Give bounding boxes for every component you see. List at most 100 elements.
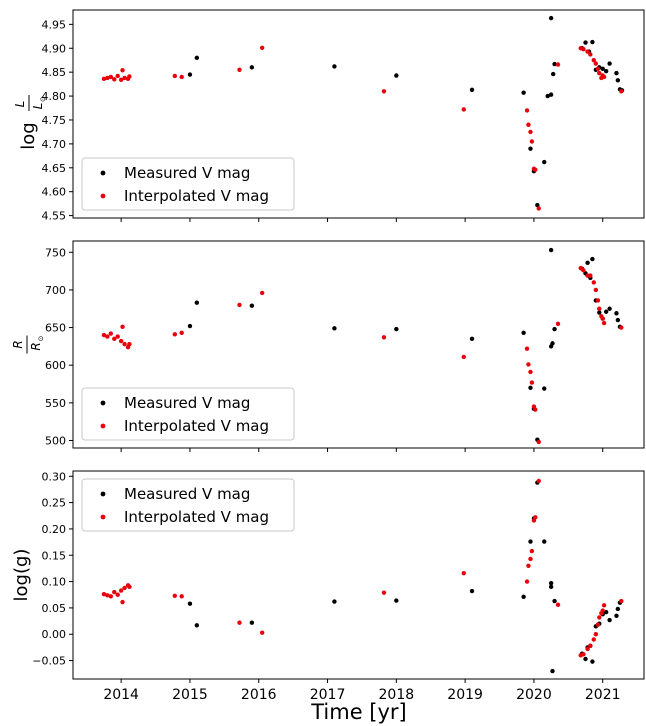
data-point — [115, 73, 120, 79]
data-point — [533, 407, 538, 412]
data-point — [533, 167, 538, 172]
legend-label: Interpolated V mag — [124, 508, 269, 526]
data-point — [237, 302, 242, 308]
legend-label: Interpolated V mag — [124, 187, 269, 205]
data-point — [105, 334, 110, 339]
y-tick-label: 0.30 — [42, 470, 67, 483]
data-point — [619, 89, 624, 94]
data-point — [461, 354, 466, 360]
data-point — [127, 341, 132, 347]
data-point — [583, 40, 588, 45]
x-axis-label: Time [yr] — [310, 700, 407, 724]
data-point — [548, 580, 554, 586]
legend-marker-interpolated — [100, 514, 106, 520]
data-point — [528, 129, 533, 135]
series-interpolated — [101, 265, 624, 445]
data-point — [179, 330, 184, 336]
data-point — [524, 579, 530, 584]
data-point — [528, 385, 533, 390]
legend-marker-measured — [100, 491, 106, 497]
y-tick-label: 0.10 — [42, 576, 67, 589]
series-interpolated — [101, 45, 624, 211]
data-point — [120, 68, 125, 73]
panel-3: −0.05 0.00 0.05 0.10 0.15 0.20 0.25 0.30 2014 201… — [11, 470, 645, 703]
y-tick-label: 4.70 — [42, 138, 67, 151]
data-point — [528, 539, 533, 544]
data-point — [122, 75, 127, 81]
data-point — [597, 615, 602, 620]
data-point — [597, 70, 602, 76]
data-point — [381, 590, 387, 595]
data-point — [469, 87, 475, 93]
data-point — [194, 300, 200, 305]
data-point — [526, 563, 531, 568]
data-point — [597, 306, 602, 311]
data-point — [194, 623, 200, 628]
data-point — [533, 515, 538, 520]
data-point — [108, 74, 114, 80]
data-point — [237, 620, 242, 625]
legend: Measured V mag Interpolated V mag — [81, 157, 295, 211]
data-point — [581, 652, 586, 657]
data-point — [601, 603, 607, 608]
data-point — [588, 643, 593, 649]
data-point — [249, 620, 255, 625]
data-point — [581, 268, 586, 273]
data-point — [552, 598, 557, 604]
legend-label: Interpolated V mag — [124, 417, 269, 435]
data-point — [615, 317, 621, 323]
data-point — [601, 320, 607, 326]
data-point — [600, 66, 605, 72]
data-point — [259, 290, 265, 296]
data-point — [529, 139, 535, 144]
data-point — [521, 594, 526, 600]
x-tick-label: 2015 — [172, 687, 208, 703]
x-tick-label: 2020 — [516, 687, 552, 703]
data-point — [603, 309, 609, 314]
y-tick-label: 0.05 — [42, 602, 67, 615]
data-point — [548, 15, 554, 21]
x-tick-label: 2014 — [103, 687, 139, 703]
legend-marker-measured — [100, 400, 106, 406]
y-axis-label-sub: ⊙ — [39, 96, 47, 102]
data-point — [237, 67, 242, 72]
data-point — [591, 637, 596, 642]
data-point — [115, 592, 120, 597]
y-axis-label-num: R — [11, 340, 25, 348]
data-point — [581, 47, 586, 52]
data-point — [601, 74, 607, 80]
data-point — [542, 159, 547, 165]
y-tick-label: 0.15 — [42, 549, 67, 562]
data-point — [112, 589, 117, 595]
data-point — [524, 108, 530, 113]
data-point — [590, 39, 595, 45]
y-tick-label: 700 — [45, 284, 66, 297]
data-point — [179, 74, 184, 80]
legend-box — [81, 478, 295, 532]
data-point — [535, 202, 540, 208]
data-point — [614, 311, 619, 316]
data-point — [122, 585, 127, 591]
y-tick-label: 750 — [45, 246, 66, 259]
y-tick-label: 500 — [45, 434, 66, 447]
data-point — [536, 206, 541, 211]
data-point — [615, 78, 621, 83]
data-point — [583, 656, 588, 662]
data-point — [548, 584, 554, 590]
x-tick-label: 2021 — [585, 687, 621, 703]
data-point — [172, 73, 178, 79]
data-point — [595, 298, 601, 303]
data-point — [526, 122, 531, 127]
data-point — [521, 330, 526, 336]
data-point — [588, 52, 593, 57]
data-point — [108, 594, 114, 599]
data-point — [585, 49, 590, 54]
y-tick-label: 4.55 — [42, 210, 67, 223]
data-point — [469, 588, 475, 594]
data-point — [394, 598, 399, 603]
data-point — [603, 69, 609, 74]
data-point — [112, 77, 117, 82]
